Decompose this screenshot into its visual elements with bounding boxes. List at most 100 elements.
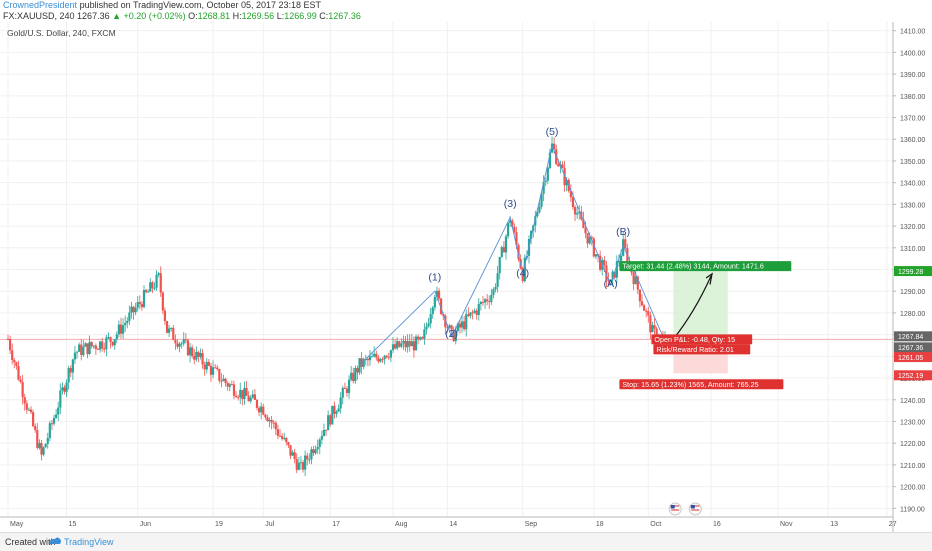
candle-body	[588, 237, 591, 244]
candle-body	[504, 236, 508, 253]
candle-body	[291, 452, 294, 456]
time-tick-label: May	[10, 521, 24, 528]
candle-body	[128, 312, 131, 321]
candle-body	[586, 233, 589, 244]
pnl-label-box	[651, 334, 753, 345]
candle-body	[396, 341, 399, 349]
candle-body	[255, 399, 259, 408]
candle-body	[542, 182, 545, 194]
candle-body	[435, 290, 439, 297]
candle-body	[571, 197, 575, 208]
candle-body	[576, 213, 579, 215]
candle-body	[624, 239, 627, 249]
candle-body	[155, 274, 158, 288]
candle-body	[218, 369, 221, 381]
candle-body	[339, 397, 342, 409]
candle-body	[383, 355, 386, 360]
candle-body	[103, 348, 106, 350]
candle-body	[506, 222, 510, 237]
candle-body	[402, 340, 405, 344]
candle-body	[107, 337, 110, 339]
candle-body	[247, 395, 250, 402]
candle-body	[550, 143, 554, 153]
stop-label-box	[619, 379, 784, 390]
risk-reward-label: Risk/Reward Ratio: 2.01	[656, 345, 734, 354]
candle-body	[80, 344, 83, 356]
author-link[interactable]: CrownedPresident	[3, 0, 78, 10]
candle-body	[475, 310, 478, 315]
candle-body	[517, 244, 520, 260]
candle-body	[113, 339, 116, 346]
candle-body	[354, 367, 357, 382]
tradingview-brand[interactable]: TradingView	[64, 537, 114, 547]
candle-body	[314, 449, 317, 454]
candle-body	[224, 378, 227, 383]
symbol-label[interactable]: FX:XAUUSD, 240	[3, 11, 75, 21]
price-label: 1267.36	[898, 345, 923, 352]
candle-body	[117, 324, 120, 335]
candle-body	[385, 355, 388, 358]
candle-body	[502, 247, 505, 253]
profit-zone	[673, 271, 728, 340]
tradingview-logo-icon[interactable]	[48, 536, 62, 546]
candle-body	[327, 415, 330, 431]
candle-body	[36, 430, 39, 448]
candle-body	[471, 312, 474, 314]
candle-body	[393, 344, 397, 349]
candle-body	[65, 382, 68, 392]
candle-body	[270, 419, 273, 423]
price-chart[interactable]: Gold/U.S. Dollar, 240, FXCM (1) (2) (3) (4)…	[0, 22, 932, 532]
price-axis[interactable]: 1190.00 1200.00 1210.00 1220.00 1230.00 1240.…	[892, 22, 932, 532]
candle-body	[121, 325, 125, 334]
footer-bar: Created with TradingView	[0, 532, 932, 551]
candle-body	[368, 356, 372, 361]
candle-body	[423, 329, 426, 339]
candle-body	[78, 344, 81, 352]
candle-body	[427, 323, 430, 327]
candle-body	[312, 449, 315, 454]
candle-body	[241, 389, 244, 400]
candle-body	[381, 359, 384, 361]
flag-canton	[670, 505, 675, 509]
candle-body	[140, 303, 144, 308]
candle-body	[193, 356, 196, 360]
price-label: 1261.05	[898, 355, 923, 362]
candle-body	[391, 344, 395, 351]
candle-body	[642, 305, 646, 311]
position-zones	[673, 271, 728, 374]
candle-body	[232, 384, 236, 396]
candle-body	[130, 306, 133, 313]
candle-body	[490, 294, 493, 302]
candle-body	[431, 307, 434, 315]
candle-body	[69, 367, 72, 373]
candle-body	[425, 326, 428, 330]
wave-label: (2)	[445, 328, 458, 340]
candle-body	[134, 307, 137, 313]
candle-body	[536, 212, 539, 217]
candle-body	[147, 291, 150, 293]
elliott-wave-lines	[359, 144, 713, 366]
candle-body	[132, 306, 135, 313]
candle-body	[188, 347, 192, 356]
time-axis[interactable]: May 15 Jun 19 Jul 17 Aug 14 Sep 18 Oct 16 Nov 13 27	[0, 516, 897, 528]
candle-body	[634, 276, 637, 285]
flag-canton	[690, 505, 695, 509]
candle-body	[92, 345, 95, 347]
price-tick-label: 1330.00	[900, 202, 925, 209]
candle-body	[465, 314, 468, 330]
change-value: ▲ +0.20 (+0.02%)	[112, 11, 186, 21]
us-flag-event-icon[interactable]	[668, 502, 682, 516]
candle-body	[151, 282, 154, 289]
candle-body	[144, 290, 148, 293]
candle-body	[400, 343, 403, 347]
price-tick-label: 1280.00	[900, 311, 925, 318]
candle-body	[109, 337, 112, 342]
us-flag-event-icon[interactable]	[688, 502, 702, 516]
candle-body	[197, 351, 200, 357]
candle-body	[553, 143, 556, 150]
time-tick-label: 17	[332, 521, 340, 528]
event-icon-circle	[668, 502, 682, 516]
candle-body	[8, 339, 12, 351]
event-icons[interactable]	[668, 502, 702, 516]
ohlc-line: FX:XAUUSD, 240 1267.36 ▲ +0.20 (+0.02%) …	[3, 11, 361, 22]
